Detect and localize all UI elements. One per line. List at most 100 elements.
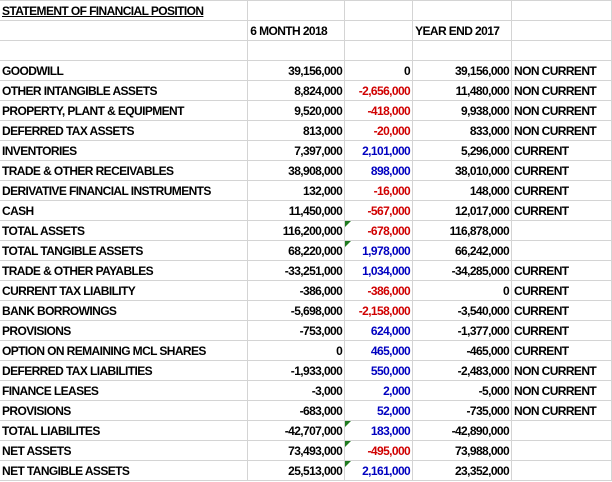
row-label[interactable]: DERIVATIVE FINANCIAL INSTRUMENTS — [0, 180, 249, 201]
cell[interactable]: STATEMENT OF FINANCIAL POSITION — [0, 0, 249, 21]
value-6-month-2018[interactable]: 132,000 — [247, 180, 346, 201]
value-change[interactable]: 2,101,000 — [344, 140, 414, 161]
value-year-end-2017[interactable]: -2,483,000 — [412, 360, 513, 381]
value-6-month-2018[interactable]: 8,824,000 — [247, 80, 346, 101]
cell[interactable] — [412, 40, 513, 61]
classification[interactable] — [511, 440, 612, 461]
classification[interactable]: CURRENT — [511, 140, 612, 161]
value-change[interactable]: -20,000 — [344, 120, 414, 141]
value-change[interactable]: -418,000 — [344, 100, 414, 121]
value-year-end-2017[interactable]: -5,000 — [412, 380, 513, 401]
row-label[interactable]: BANK BORROWINGS — [0, 300, 249, 321]
row-label[interactable]: PROPERTY, PLANT & EQUIPMENT — [0, 100, 249, 121]
value-6-month-2018[interactable]: 11,450,000 — [247, 200, 346, 221]
value-6-month-2018[interactable]: 39,156,000 — [247, 60, 346, 81]
comment-indicator-icon[interactable] — [345, 461, 352, 467]
value-year-end-2017[interactable]: 66,242,000 — [412, 240, 513, 261]
value-6-month-2018[interactable]: -1,933,000 — [247, 360, 346, 381]
value-change[interactable]: -2,158,000 — [344, 300, 414, 321]
cell[interactable] — [511, 20, 612, 41]
value-change[interactable]: -2,656,000 — [344, 80, 414, 101]
value-6-month-2018[interactable]: -33,251,000 — [247, 260, 346, 281]
value-year-end-2017[interactable]: -34,285,000 — [412, 260, 513, 281]
row-label[interactable]: FINANCE LEASES — [0, 380, 249, 401]
value-6-month-2018[interactable]: 68,220,000 — [247, 240, 346, 261]
value-year-end-2017[interactable]: 0 — [412, 280, 513, 301]
classification[interactable]: CURRENT — [511, 160, 612, 181]
header-6-month-2018[interactable]: 6 MONTH 2018 — [247, 20, 346, 41]
value-change[interactable]: 2,000 — [344, 380, 414, 401]
value-change[interactable]: 465,000 — [344, 340, 414, 361]
value-6-month-2018[interactable]: 38,908,000 — [247, 160, 346, 181]
comment-indicator-icon[interactable] — [345, 241, 352, 247]
classification[interactable]: CURRENT — [511, 300, 612, 321]
row-label[interactable]: PROVISIONS — [0, 320, 249, 341]
value-change[interactable]: 183,000 — [344, 420, 414, 441]
value-change[interactable]: -567,000 — [344, 200, 414, 221]
comment-indicator-icon[interactable] — [345, 441, 352, 447]
classification[interactable] — [511, 420, 612, 441]
classification[interactable]: CURRENT — [511, 280, 612, 301]
value-year-end-2017[interactable]: 38,010,000 — [412, 160, 513, 181]
value-year-end-2017[interactable]: 73,988,000 — [412, 440, 513, 461]
value-year-end-2017[interactable]: -465,000 — [412, 340, 513, 361]
value-change[interactable]: 52,000 — [344, 400, 414, 421]
value-6-month-2018[interactable]: -386,000 — [247, 280, 346, 301]
classification[interactable]: NON CURRENT — [511, 100, 612, 121]
value-year-end-2017[interactable]: 9,938,000 — [412, 100, 513, 121]
value-change[interactable]: 2,161,000 — [344, 460, 414, 481]
value-change[interactable]: -678,000 — [344, 220, 414, 241]
row-label[interactable]: TRADE & OTHER RECEIVABLES — [0, 160, 249, 181]
value-6-month-2018[interactable]: 0 — [247, 340, 346, 361]
classification[interactable]: NON CURRENT — [511, 360, 612, 381]
cell[interactable] — [412, 0, 513, 21]
value-6-month-2018[interactable]: -753,000 — [247, 320, 346, 341]
row-label[interactable]: NET TANGIBLE ASSETS — [0, 460, 249, 481]
classification[interactable]: CURRENT — [511, 340, 612, 361]
row-label[interactable]: PROVISIONS — [0, 400, 249, 421]
value-6-month-2018[interactable]: 73,493,000 — [247, 440, 346, 461]
cell[interactable] — [247, 40, 346, 61]
classification[interactable]: NON CURRENT — [511, 380, 612, 401]
classification[interactable] — [511, 460, 612, 481]
classification[interactable]: CURRENT — [511, 200, 612, 221]
value-change[interactable]: -495,000 — [344, 440, 414, 461]
value-6-month-2018[interactable]: -683,000 — [247, 400, 346, 421]
classification[interactable]: CURRENT — [511, 180, 612, 201]
classification[interactable]: NON CURRENT — [511, 80, 612, 101]
cell[interactable] — [344, 20, 414, 41]
value-6-month-2018[interactable]: -42,707,000 — [247, 420, 346, 441]
value-6-month-2018[interactable]: 9,520,000 — [247, 100, 346, 121]
row-label[interactable]: DEFERRED TAX ASSETS — [0, 120, 249, 141]
value-year-end-2017[interactable]: -1,377,000 — [412, 320, 513, 341]
cell[interactable] — [344, 0, 414, 21]
cell[interactable] — [0, 20, 249, 41]
classification[interactable] — [511, 220, 612, 241]
row-label[interactable]: TOTAL LIABILITES — [0, 420, 249, 441]
value-year-end-2017[interactable]: 148,000 — [412, 180, 513, 201]
value-change[interactable]: 550,000 — [344, 360, 414, 381]
row-label[interactable]: GOODWILL — [0, 60, 249, 81]
row-label[interactable]: CASH — [0, 200, 249, 221]
value-6-month-2018[interactable]: 7,397,000 — [247, 140, 346, 161]
value-6-month-2018[interactable]: 116,200,000 — [247, 220, 346, 241]
cell[interactable] — [0, 40, 249, 61]
value-year-end-2017[interactable]: 116,878,000 — [412, 220, 513, 241]
value-year-end-2017[interactable]: 23,352,000 — [412, 460, 513, 481]
value-change[interactable]: 1,978,000 — [344, 240, 414, 261]
value-change[interactable]: -386,000 — [344, 280, 414, 301]
classification[interactable] — [511, 240, 612, 261]
value-year-end-2017[interactable]: -3,540,000 — [412, 300, 513, 321]
row-label[interactable]: INVENTORIES — [0, 140, 249, 161]
value-year-end-2017[interactable]: 833,000 — [412, 120, 513, 141]
row-label[interactable]: OTHER INTANGIBLE ASSETS — [0, 80, 249, 101]
classification[interactable]: CURRENT — [511, 320, 612, 341]
cell[interactable] — [511, 0, 612, 21]
classification[interactable]: CURRENT — [511, 260, 612, 281]
comment-indicator-icon[interactable] — [345, 421, 352, 427]
value-6-month-2018[interactable]: -5,698,000 — [247, 300, 346, 321]
row-label[interactable]: CURRENT TAX LIABILITY — [0, 280, 249, 301]
value-6-month-2018[interactable]: 25,513,000 — [247, 460, 346, 481]
value-year-end-2017[interactable]: 5,296,000 — [412, 140, 513, 161]
row-label[interactable]: TOTAL TANGIBLE ASSETS — [0, 240, 249, 261]
